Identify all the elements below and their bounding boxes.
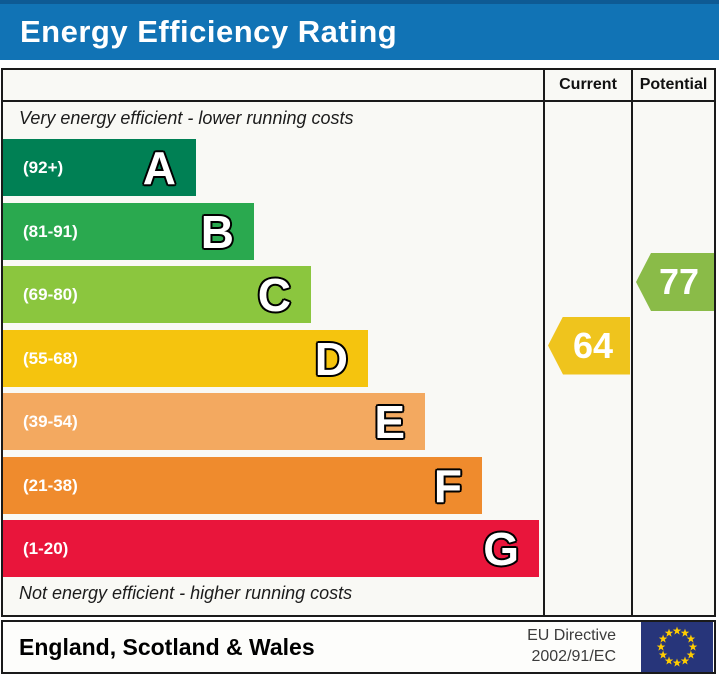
band-range-label: (92+) <box>23 157 64 177</box>
top-note: Very energy efficient - lower running co… <box>19 108 354 128</box>
region-label: England, Scotland & Wales <box>19 633 315 660</box>
rating-table: Current Potential Very energy efficient … <box>1 68 716 617</box>
band-row-f: (21-38) F <box>3 457 482 514</box>
eu-directive-line2: 2002/91/EC <box>531 648 616 665</box>
band-row-g: (1-20) G <box>3 520 539 577</box>
current-column-header: Current <box>559 76 617 93</box>
band-range-label: (55-68) <box>23 348 78 368</box>
band-row-b: (81-91) B <box>3 203 254 260</box>
band-range-label: (1-20) <box>23 538 69 558</box>
band-letter: D <box>314 332 348 385</box>
footer-bar: England, Scotland & Wales EU Directive 2… <box>1 620 716 674</box>
header-row-divider <box>3 100 714 102</box>
band-letter: E <box>374 395 405 448</box>
current-rating-value: 64 <box>572 324 614 366</box>
band-row-d: (55-68) D <box>3 330 368 387</box>
current-rating-arrow: 64 <box>548 316 630 375</box>
band-row-c: (69-80) C <box>3 266 311 323</box>
potential-rating-arrow: 77 <box>636 253 714 311</box>
band-letter: C <box>257 268 291 321</box>
chart-title-bar: Energy Efficiency Rating <box>0 0 719 60</box>
eu-directive-line1: EU Directive <box>527 627 616 645</box>
eu-flag-icon <box>641 622 713 672</box>
band-range-label: (39-54) <box>23 411 78 431</box>
bottom-note: Not energy efficient - higher running co… <box>19 583 353 603</box>
band-range-label: (81-91) <box>23 221 78 241</box>
potential-column-divider <box>631 70 633 615</box>
band-row-e: (39-54) E <box>3 393 425 450</box>
potential-column-header: Potential <box>639 76 708 93</box>
band-letter: A <box>142 141 176 194</box>
eu-directive-label: EU Directive 2002/91/EC <box>527 626 616 668</box>
potential-rating-value: 77 <box>658 261 700 302</box>
band-letter: F <box>433 459 462 512</box>
current-column-divider <box>543 70 545 615</box>
chart-title: Energy Efficiency Rating <box>20 14 398 49</box>
band-range-label: (69-80) <box>23 284 78 304</box>
band-range-label: (21-38) <box>23 475 78 495</box>
band-letter: B <box>200 205 234 258</box>
band-letter: G <box>483 522 519 575</box>
band-row-a: (92+) A <box>3 139 196 196</box>
